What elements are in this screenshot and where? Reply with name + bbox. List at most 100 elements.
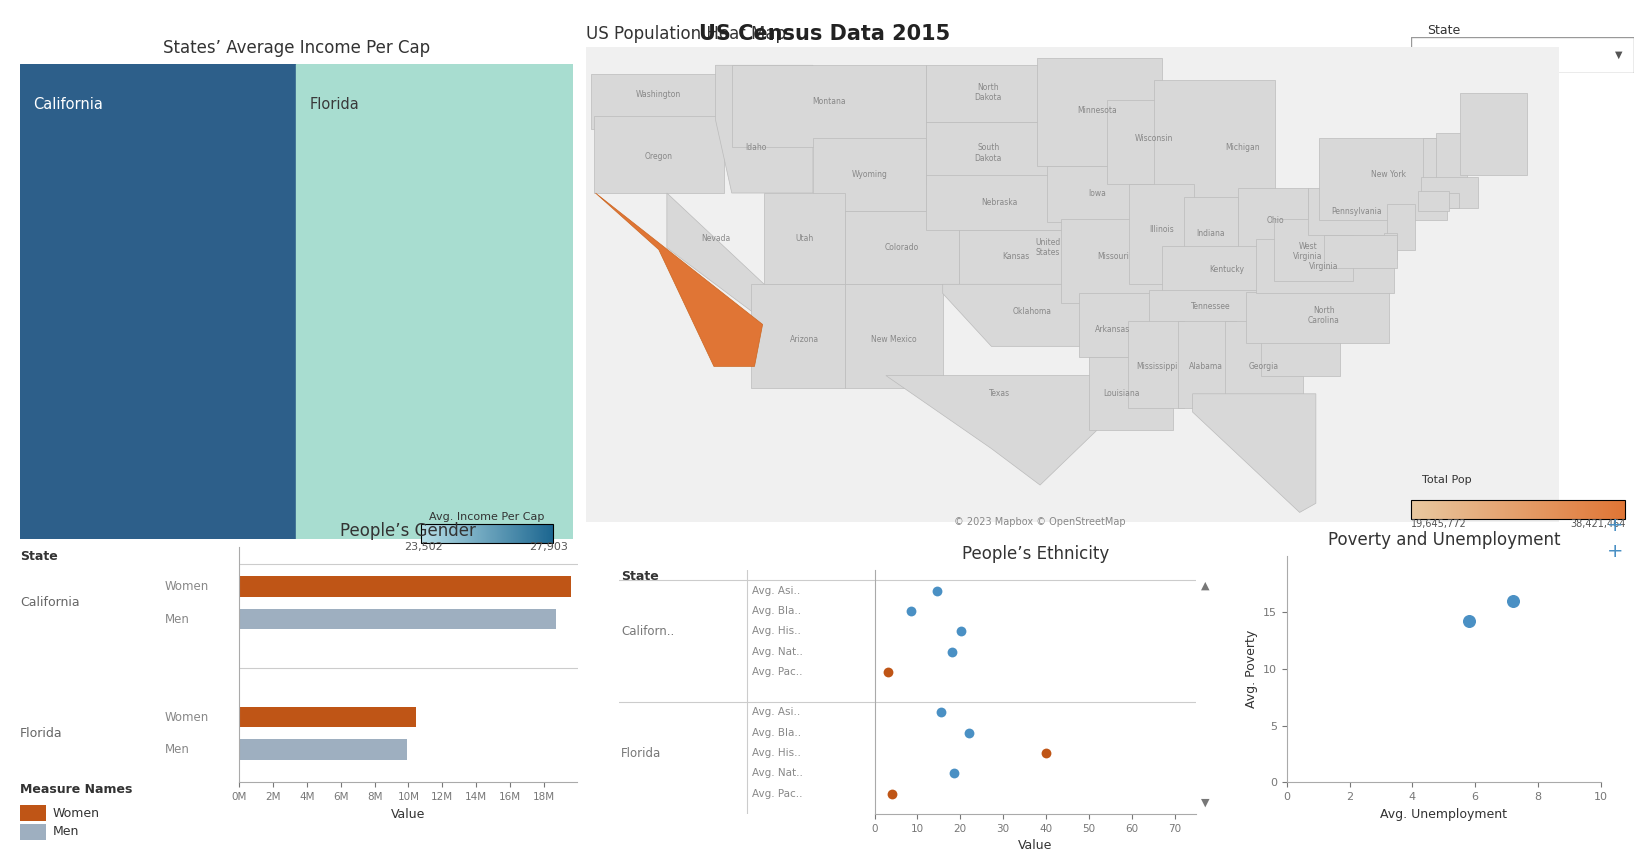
Polygon shape	[1318, 139, 1447, 221]
Text: Wyoming: Wyoming	[851, 170, 888, 180]
Polygon shape	[942, 284, 1082, 346]
Polygon shape	[716, 65, 813, 193]
Polygon shape	[959, 229, 1079, 284]
Polygon shape	[667, 193, 764, 321]
Text: Utah: Utah	[795, 234, 813, 243]
Title: Poverty and Unemployment: Poverty and Unemployment	[1328, 531, 1559, 549]
Polygon shape	[594, 116, 724, 193]
Polygon shape	[813, 139, 927, 211]
Point	[1033, 746, 1059, 760]
Text: West
Virginia: West Virginia	[1294, 242, 1323, 261]
Text: Louisiana: Louisiana	[1102, 389, 1140, 398]
Polygon shape	[1148, 290, 1290, 322]
Text: Avg. Pac..: Avg. Pac..	[752, 667, 802, 677]
Polygon shape	[1460, 92, 1526, 174]
Text: Californ..: Californ..	[622, 625, 675, 638]
Polygon shape	[596, 193, 762, 367]
Text: Wisconsin: Wisconsin	[1135, 133, 1173, 143]
Text: North
Dakota: North Dakota	[975, 83, 1002, 103]
Text: Illinois: Illinois	[1150, 225, 1175, 234]
Text: State: State	[20, 551, 58, 563]
Polygon shape	[1129, 184, 1195, 284]
Text: Pennsylvania: Pennsylvania	[1332, 207, 1381, 215]
Polygon shape	[1193, 394, 1317, 512]
Text: Avg. Bla..: Avg. Bla..	[752, 728, 800, 738]
Polygon shape	[927, 65, 1048, 122]
Text: Men: Men	[53, 825, 79, 839]
Bar	[239, 576, 571, 597]
Text: Michigan: Michigan	[1226, 143, 1261, 152]
Polygon shape	[886, 375, 1097, 485]
Polygon shape	[1384, 233, 1398, 259]
Text: Alabama: Alabama	[1188, 362, 1223, 371]
Point	[939, 645, 965, 658]
Text: Virginia: Virginia	[1308, 262, 1338, 270]
Polygon shape	[1185, 197, 1238, 269]
Text: Arizona: Arizona	[790, 334, 820, 344]
Point	[1500, 594, 1526, 608]
Text: Measure Names: Measure Names	[20, 783, 132, 797]
Text: Men: Men	[165, 612, 190, 626]
Text: +: +	[1607, 542, 1624, 561]
Text: Avg. His..: Avg. His..	[752, 626, 800, 636]
Point	[874, 665, 901, 679]
Polygon shape	[1153, 80, 1275, 198]
Text: Avg. Asi..: Avg. Asi..	[752, 707, 800, 717]
Polygon shape	[1308, 187, 1402, 235]
Text: Men: Men	[165, 743, 190, 756]
Text: South
Dakota: South Dakota	[975, 143, 1002, 162]
Text: ▼: ▼	[1201, 798, 1209, 808]
Text: Kentucky: Kentucky	[1209, 265, 1244, 274]
X-axis label: Avg. Unemployment: Avg. Unemployment	[1381, 808, 1506, 821]
Polygon shape	[1422, 139, 1454, 180]
Text: People’s Gender: People’s Gender	[340, 522, 475, 540]
Polygon shape	[591, 74, 716, 129]
Polygon shape	[1178, 321, 1236, 409]
Polygon shape	[1046, 166, 1150, 222]
Text: US Population Heat Map: US Population Heat Map	[586, 25, 785, 43]
Text: Avg. Asi..: Avg. Asi..	[752, 586, 800, 596]
Polygon shape	[927, 174, 1068, 229]
Polygon shape	[731, 65, 927, 147]
Text: Avg. Nat..: Avg. Nat..	[752, 769, 802, 778]
Text: California: California	[33, 97, 104, 112]
X-axis label: Value: Value	[391, 808, 426, 821]
Text: Nevada: Nevada	[701, 234, 731, 243]
Bar	[20, 64, 297, 539]
Point	[878, 787, 904, 800]
Polygon shape	[1162, 246, 1285, 293]
Text: United
States: United States	[1036, 238, 1061, 257]
Text: US Census Data 2015: US Census Data 2015	[700, 24, 950, 44]
Text: Ohio: Ohio	[1267, 216, 1284, 225]
Text: Idaho: Idaho	[746, 143, 767, 152]
Point	[940, 767, 967, 780]
Text: Montana: Montana	[812, 97, 846, 106]
Text: Tennessee: Tennessee	[1191, 302, 1231, 310]
Text: Arkansas: Arkansas	[1096, 326, 1130, 334]
Text: Kansas: Kansas	[1002, 252, 1030, 262]
Text: Avg. His..: Avg. His..	[752, 748, 800, 758]
Text: Women: Women	[53, 806, 99, 820]
FancyBboxPatch shape	[1411, 37, 1634, 73]
Title: People’s Ethnicity: People’s Ethnicity	[962, 545, 1109, 563]
Polygon shape	[1388, 204, 1414, 250]
Title: Avg. Income Per Cap: Avg. Income Per Cap	[429, 512, 544, 522]
Text: Missouri: Missouri	[1097, 252, 1129, 262]
Text: Georgia: Georgia	[1249, 362, 1279, 371]
Point	[927, 705, 954, 719]
Text: +: +	[1607, 516, 1624, 535]
Title: States’ Average Income Per Cap: States’ Average Income Per Cap	[163, 39, 429, 57]
Text: New Mexico: New Mexico	[871, 334, 917, 344]
Polygon shape	[1224, 321, 1304, 404]
Text: Florida: Florida	[622, 746, 662, 759]
Polygon shape	[1274, 219, 1353, 280]
Text: ▼: ▼	[1615, 50, 1622, 60]
Text: State: State	[622, 570, 658, 583]
Text: New York: New York	[1371, 170, 1406, 180]
Polygon shape	[1323, 235, 1398, 268]
Text: Women: Women	[165, 580, 210, 593]
Polygon shape	[1107, 100, 1206, 184]
Text: Colorado: Colorado	[884, 244, 919, 252]
Text: Washington: Washington	[637, 90, 681, 99]
Text: State: State	[1427, 24, 1460, 37]
